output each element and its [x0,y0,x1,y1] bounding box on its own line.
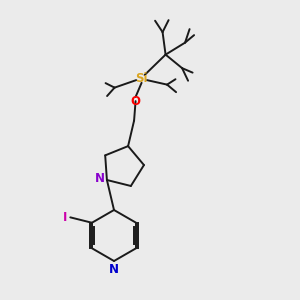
Text: Si: Si [135,72,148,85]
Text: O: O [130,94,141,108]
Text: N: N [94,172,104,185]
Text: I: I [63,211,68,224]
Text: N: N [109,263,119,276]
